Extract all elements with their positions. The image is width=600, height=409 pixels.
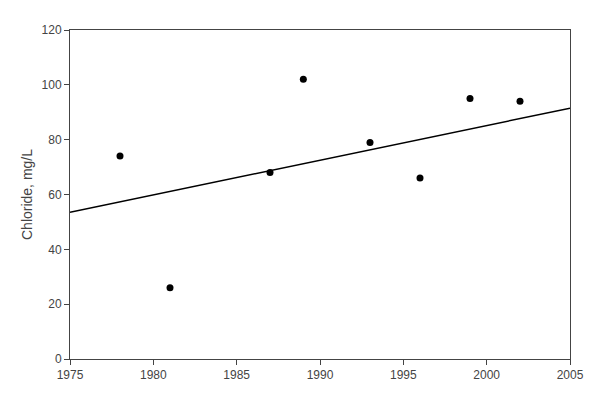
svg-text:1975: 1975 (57, 368, 84, 382)
svg-text:120: 120 (42, 23, 62, 37)
svg-text:60: 60 (48, 188, 62, 202)
svg-text:2000: 2000 (473, 368, 500, 382)
svg-text:80: 80 (48, 133, 62, 147)
svg-text:0: 0 (55, 352, 62, 366)
svg-text:1980: 1980 (140, 368, 167, 382)
svg-text:1995: 1995 (390, 368, 417, 382)
svg-text:2005: 2005 (557, 368, 584, 382)
svg-text:20: 20 (48, 297, 62, 311)
svg-text:1985: 1985 (223, 368, 250, 382)
svg-text:40: 40 (48, 243, 62, 257)
svg-text:100: 100 (42, 78, 62, 92)
svg-text:Chloride, mg/L: Chloride, mg/L (19, 149, 35, 240)
svg-text:1990: 1990 (307, 368, 334, 382)
